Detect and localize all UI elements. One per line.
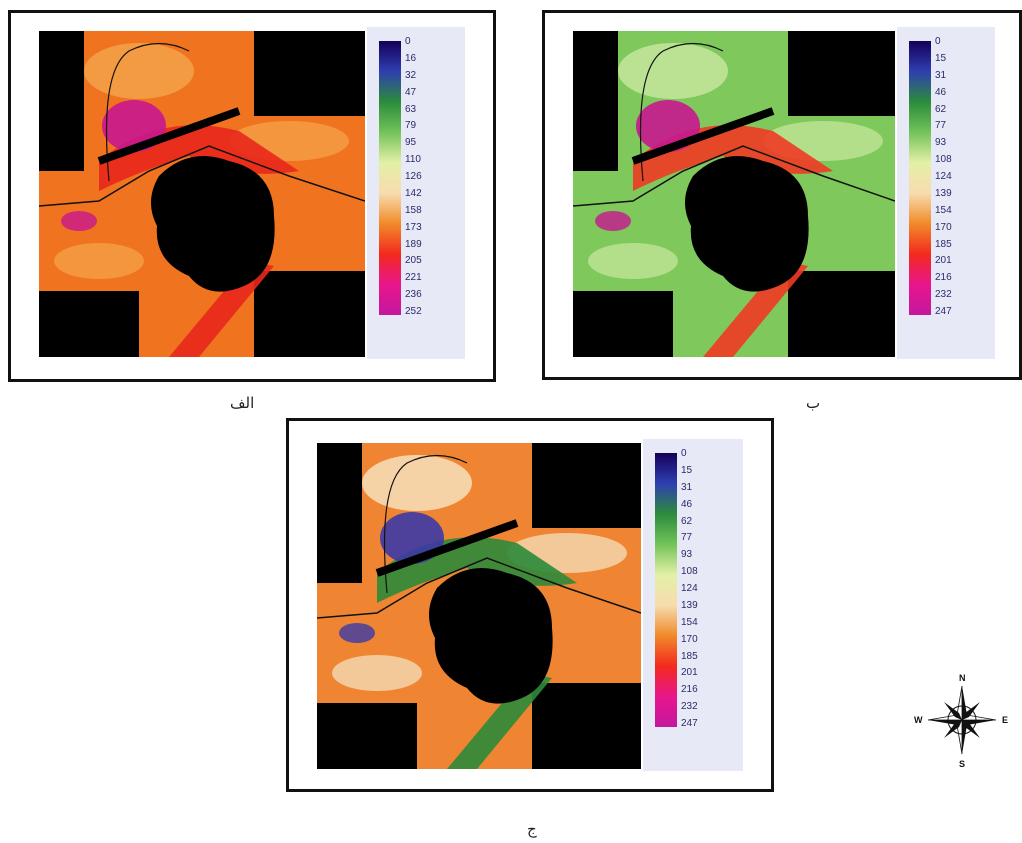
legend-tick-label: 108 xyxy=(935,154,952,166)
legend-tick-label: 247 xyxy=(935,306,952,317)
north-arrow-compass-rose-icon: N S E W xyxy=(914,673,1008,768)
caption-be: ب xyxy=(806,394,821,412)
map-panel-jim: 0 15 31 46 62 77 93 108 124 139 154 170 185 201 216 232… xyxy=(286,418,774,792)
legend-tick-label: 15 xyxy=(935,52,947,64)
legend-tick-label: 126 xyxy=(405,171,422,182)
map-image-be xyxy=(573,31,895,357)
legend-be: 0 15 31 46 62 77 93 108 124 139 154 170 185 201 216 232… xyxy=(897,27,995,359)
map-image-alef xyxy=(39,31,365,357)
compass-north-label: N xyxy=(959,673,966,683)
legend-tick-label: 0 xyxy=(935,36,941,47)
legend-tick-label: 32 xyxy=(405,69,417,81)
legend-tick-label: 62 xyxy=(935,103,947,115)
raster-map-be xyxy=(573,31,895,357)
legend-tick-label: 124 xyxy=(681,583,698,594)
legend-tick-label: 232 xyxy=(681,701,698,713)
legend-tick-label: 124 xyxy=(935,171,952,182)
legend-tick-label: 31 xyxy=(935,69,947,81)
legend-tick-label: 46 xyxy=(681,498,693,510)
legend-tick-label: 170 xyxy=(935,221,952,233)
legend-tick-label: 232 xyxy=(935,289,952,301)
map-image-jim xyxy=(317,443,641,769)
legend-tick-label: 31 xyxy=(681,481,693,493)
legend-tick-label: 201 xyxy=(681,667,698,679)
legend-tick-label: 93 xyxy=(681,549,693,561)
legend-tick-label: 201 xyxy=(935,255,952,267)
legend-tick-label: 236 xyxy=(405,289,422,301)
raster-map-alef xyxy=(39,31,365,357)
legend-tick-label: 79 xyxy=(405,120,417,132)
legend-alef: 0 16 32 47 63 79 95 110 126 142 158 173 189 205 221 236… xyxy=(367,27,465,359)
legend-jim: 0 15 31 46 62 77 93 108 124 139 154 170 185 201 216 232… xyxy=(643,439,743,771)
legend-ticks-alef: 0 16 32 47 63 79 95 110 126 142 158 173 189 205 221 236… xyxy=(405,37,455,319)
legend-tick-label: 93 xyxy=(935,137,947,149)
legend-ticks-be: 0 15 31 46 62 77 93 108 124 139 154 170 185 201 216 232… xyxy=(935,37,985,319)
legend-tick-label: 158 xyxy=(405,204,422,216)
legend-tick-label: 221 xyxy=(405,272,422,284)
legend-tick-label: 16 xyxy=(405,52,417,64)
map-panel-alef: 0 16 32 47 63 79 95 110 126 142 158 173 189 205 221 236… xyxy=(8,10,496,382)
legend-tick-label: 185 xyxy=(681,650,698,662)
legend-tick-label: 170 xyxy=(681,633,698,645)
map-panel-be: 0 15 31 46 62 77 93 108 124 139 154 170 185 201 216 232… xyxy=(542,10,1022,380)
legend-tick-label: 46 xyxy=(935,86,947,98)
legend-ticks-jim: 0 15 31 46 62 77 93 108 124 139 154 170 185 201 216 232… xyxy=(681,449,731,731)
legend-tick-label: 0 xyxy=(681,448,687,459)
legend-tick-label: 216 xyxy=(935,272,952,284)
caption-alef: الف xyxy=(230,394,255,412)
legend-tick-label: 247 xyxy=(681,718,698,729)
legend-tick-label: 154 xyxy=(681,616,698,628)
legend-tick-label: 0 xyxy=(405,36,411,47)
legend-tick-label: 252 xyxy=(405,306,422,317)
legend-tick-label: 139 xyxy=(681,599,698,611)
legend-tick-label: 77 xyxy=(681,532,693,544)
color-ramp-jim xyxy=(655,453,677,727)
legend-tick-label: 95 xyxy=(405,137,417,149)
legend-tick-label: 205 xyxy=(405,255,422,267)
legend-tick-label: 216 xyxy=(681,684,698,696)
legend-tick-label: 139 xyxy=(935,187,952,199)
legend-tick-label: 110 xyxy=(405,154,421,166)
caption-jim: ج xyxy=(527,820,537,838)
color-ramp-alef xyxy=(379,41,401,315)
raster-map-jim xyxy=(317,443,641,769)
color-ramp-be xyxy=(909,41,931,315)
legend-tick-label: 189 xyxy=(405,238,422,250)
legend-tick-label: 185 xyxy=(935,238,952,250)
legend-tick-label: 63 xyxy=(405,103,417,115)
legend-tick-label: 15 xyxy=(681,464,693,476)
legend-tick-label: 108 xyxy=(681,566,698,578)
legend-tick-label: 47 xyxy=(405,86,417,98)
compass-south-label: S xyxy=(959,759,965,768)
legend-tick-label: 173 xyxy=(405,221,422,233)
compass-west-label: W xyxy=(914,715,923,725)
legend-tick-label: 62 xyxy=(681,515,693,527)
legend-tick-label: 142 xyxy=(405,187,422,199)
legend-tick-label: 77 xyxy=(935,120,947,132)
legend-tick-label: 154 xyxy=(935,204,952,216)
compass-east-label: E xyxy=(1002,715,1008,725)
